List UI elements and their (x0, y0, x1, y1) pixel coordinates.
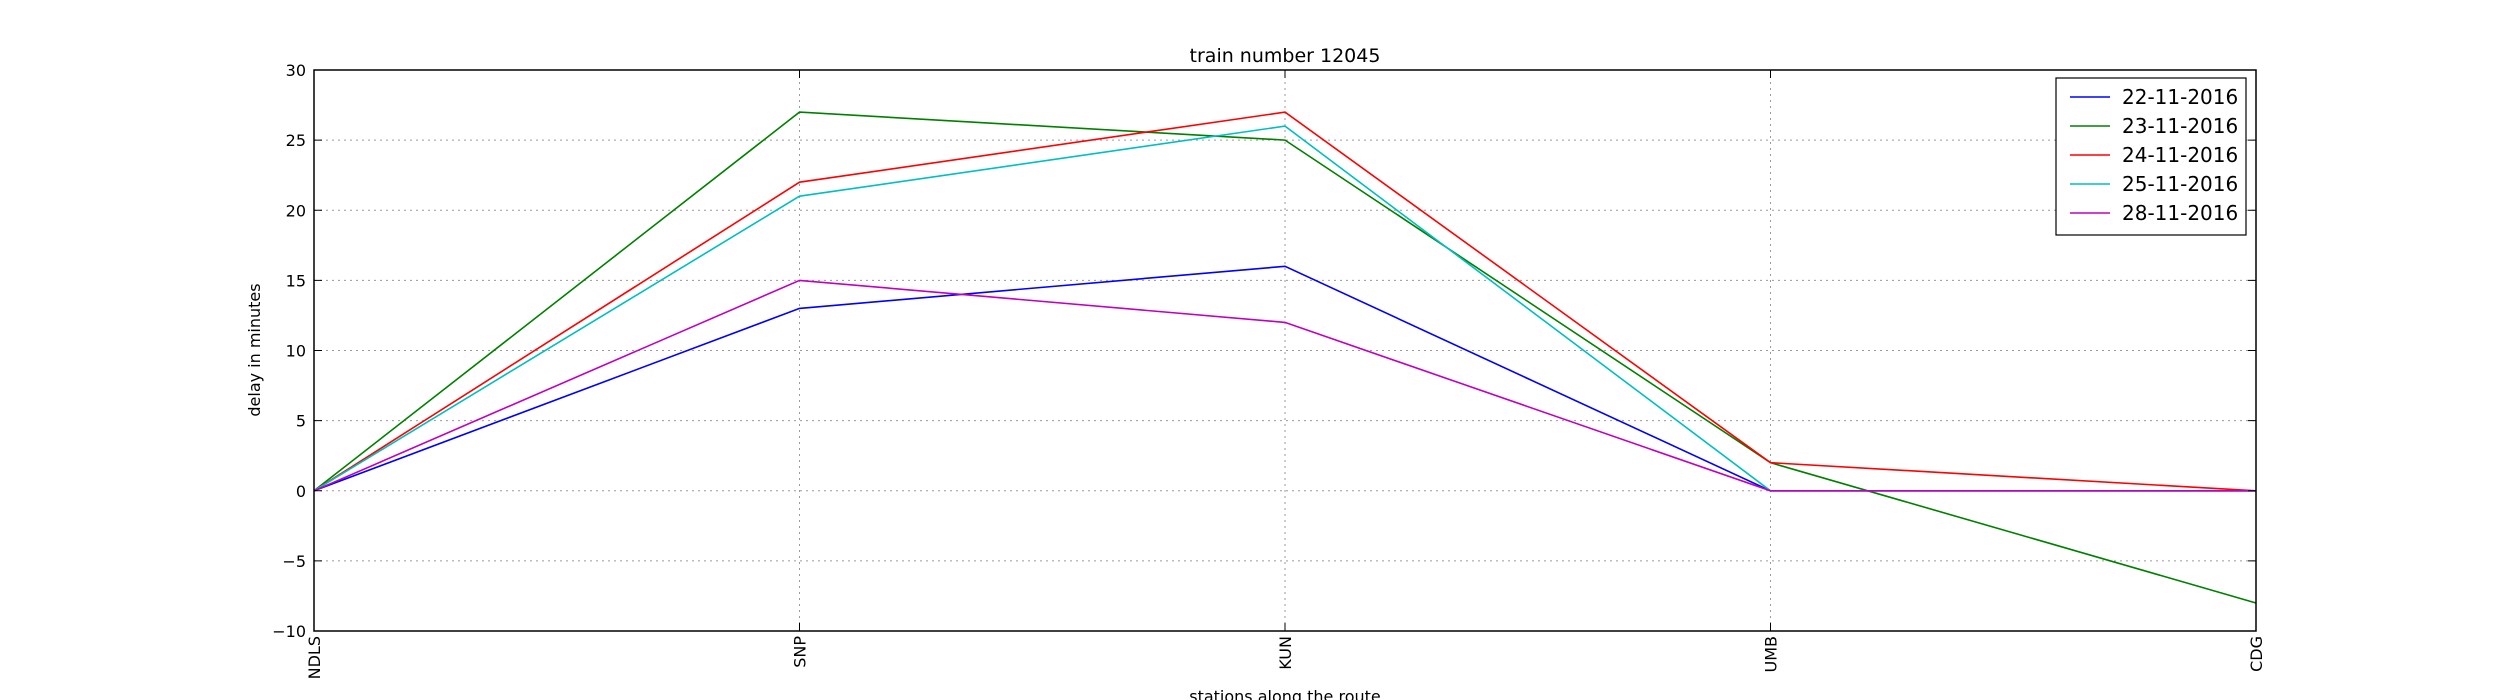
legend-label: 22-11-2016 (2122, 85, 2238, 109)
y-tick-label: 0 (296, 482, 306, 501)
y-tick-label: 25 (286, 131, 306, 150)
legend-box (2055, 77, 2247, 236)
y-axis-label: delay in minutes (245, 283, 264, 416)
series-line (313, 279, 2256, 492)
x-tick-label: UMB (1762, 636, 1781, 673)
legend-label: 23-11-2016 (2122, 114, 2238, 138)
y-tick-label: 20 (286, 201, 306, 220)
y-tick-label: 10 (286, 342, 306, 361)
y-tick-label: −5 (282, 552, 306, 571)
chart-title: train number 12045 (1190, 45, 1381, 67)
legend-label: 28-11-2016 (2122, 201, 2238, 225)
legend-label: 24-11-2016 (2122, 143, 2238, 167)
legend: 22-11-2016 23-11-2016 24-11-2016 25-11-2016… (2055, 77, 2247, 236)
x-tick-label: SNP (791, 636, 810, 668)
y-tick-label: 15 (286, 271, 306, 290)
x-tick-label: NDLS (305, 636, 324, 679)
x-axis-label: stations along the route (1189, 687, 1381, 700)
x-tick-label: CDG (2247, 636, 2266, 672)
series-line (313, 111, 2257, 604)
y-tick-label: 30 (286, 61, 306, 80)
x-tick-label: KUN (1276, 636, 1295, 670)
legend-label: 25-11-2016 (2122, 172, 2238, 196)
series-lines (313, 111, 2257, 604)
y-tick-label: −10 (272, 622, 306, 641)
y-tick-label: 5 (296, 412, 306, 431)
series-line (313, 111, 2257, 492)
